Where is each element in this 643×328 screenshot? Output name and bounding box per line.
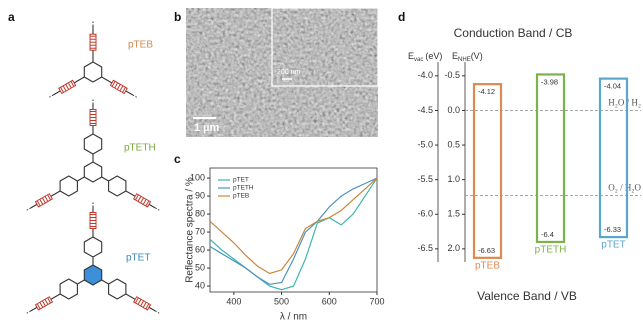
y2-tick-label: 2.0 [447,243,460,253]
ring [109,176,126,196]
panel-label: a [8,10,15,24]
chart-title: Conduction Band / CB [454,26,573,40]
y-tick-label: 40 [195,280,205,290]
bond [77,280,84,284]
cb-label: -4.12 [478,87,495,96]
axis-label-part: NHE [458,57,471,63]
alkyne [59,80,76,93]
y-tick-label: 70 [195,226,205,236]
x-tick-label: 500 [274,296,289,306]
y2-tick-label: 0.0 [447,105,460,115]
end-dash [49,95,53,98]
cb-label: -3.98 [541,77,558,86]
y-tick-label: -4.5 [417,105,433,115]
end-dash [26,311,30,314]
x-tick-label: 700 [369,296,384,306]
axis-label: ENHE(V) [452,51,483,62]
legend-label: pTET [233,177,249,184]
y2-tick-label: -0.5 [444,70,460,80]
panel-label: b [174,10,181,24]
x-axis-label: λ / nm [280,312,307,323]
ring [109,279,126,299]
axis-label-part: (V) [471,51,483,61]
x-tick-label: 600 [322,296,337,306]
alkyne [134,194,151,207]
y-tick-label: 50 [195,262,205,272]
legend-label: pTETH [233,185,254,192]
vb-label: -6.33 [604,225,621,234]
y-tick-label: 90 [195,190,205,200]
y-axis-label: Reflectance spectra / % [185,177,196,283]
polymer-label: pTETH [124,143,156,154]
axis-label: Evac(eV) [408,51,442,62]
end-dash [26,208,30,211]
ring [84,134,101,154]
alkyne [90,34,96,50]
alkyne [35,297,52,310]
x-axis-label: Valence Band / VB [477,289,577,303]
end-dash [155,311,159,314]
ring [60,279,77,299]
y-tick-label: 60 [195,244,205,254]
panel-label: c [174,152,181,166]
ring [84,162,101,182]
end-dash [133,95,137,98]
series-label: pTET [601,240,625,251]
y-tick-label: 80 [195,208,205,218]
ring [84,237,101,257]
polymer-label: pTEB [128,40,153,51]
vb-label: -6.4 [541,230,554,239]
alkyne [110,80,127,93]
page: {"panel_a": {"panel_label": "a", "polyme… [0,0,643,328]
vb-label: -6.63 [478,246,495,255]
bond [102,177,109,181]
axis-label-part: (eV) [425,51,442,61]
ring [60,176,77,196]
ring [84,265,101,285]
end-dash [155,208,159,211]
y-tick-label: -5.0 [417,139,433,149]
legend-label: pTEB [233,193,249,200]
bond [77,177,84,181]
band-bar [537,74,564,241]
x-tick-label: 400 [226,296,241,306]
panel-label: d [398,10,405,24]
bond [102,280,109,284]
y2-tick-label: 1.0 [447,174,460,184]
axis-label-part: vac [414,57,423,63]
y-tick-label: -6.5 [417,243,433,253]
polymer-label: pTET [126,253,150,264]
alkyne [35,194,52,207]
y-tick-label: -6.0 [417,209,433,219]
alkyne [90,213,96,229]
alkyne [90,110,96,126]
cb-label: -4.04 [604,82,621,91]
y2-tick-label: 1.5 [447,209,460,219]
reference-label: O₂ / H₂O [608,183,641,193]
inset-scale-label: 200 nm [277,69,301,76]
series-label: pTETH [535,245,567,256]
figure: 200 nm 1 µm a b c d pTEBpTETHpTET4050607… [0,0,643,328]
reference-label: H₂O / H₂ [608,98,641,108]
series-label: pTEB [475,260,500,271]
scale-label: 1 µm [194,122,220,134]
ring [84,62,101,82]
y-tick-label: -4.0 [417,70,433,80]
alkyne [134,297,151,310]
y-tick-label: -5.5 [417,174,433,184]
y2-tick-label: 0.5 [447,139,460,149]
